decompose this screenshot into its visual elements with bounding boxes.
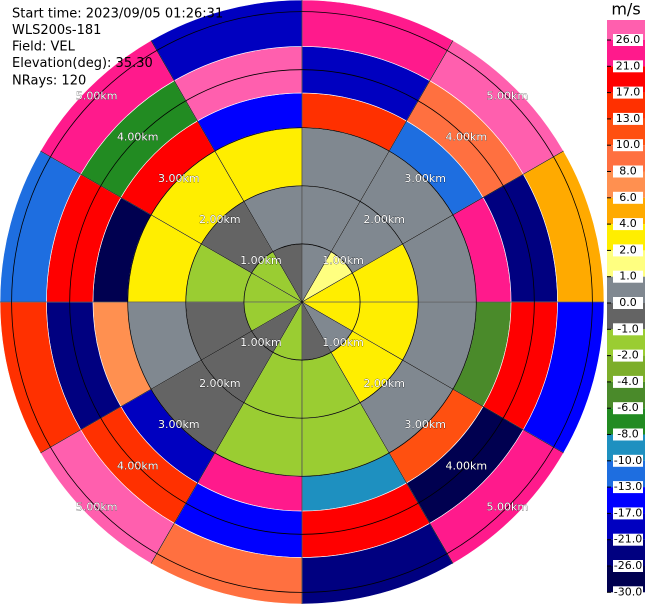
tick-bg: [613, 375, 643, 388]
range-ring: [243, 243, 361, 361]
spoke: [301, 40, 454, 303]
colorbar-tick-label: 13.0: [616, 112, 641, 125]
range-label: 2.00km: [363, 213, 405, 226]
radar-field: [0, 0, 605, 605]
range-label: 1.00km: [240, 336, 282, 349]
colorbar-tick-label: 10.0: [616, 138, 641, 151]
colorbar-title: m/s: [611, 0, 640, 19]
info-line: Elevation(deg): 35.30: [12, 56, 153, 71]
tick-bg: [613, 244, 643, 257]
tick-bg: [613, 428, 643, 441]
range-label: 3.00km: [404, 172, 446, 185]
range-label: 4.00km: [445, 459, 487, 472]
range-ring: [185, 185, 419, 419]
tick-bg: [613, 402, 643, 415]
range-label: 2.00km: [363, 377, 405, 390]
spoke: [301, 301, 454, 564]
spoke: [40, 301, 303, 454]
range-label: 1.00km: [322, 254, 364, 267]
tick-bg: [613, 218, 643, 231]
colorbar-tick-label: -8.0: [617, 428, 638, 441]
tick-bg: [613, 270, 643, 283]
tick-bg: [613, 481, 643, 494]
spoke: [150, 40, 303, 303]
colorbar-tick-label: 2.0: [619, 243, 637, 256]
range-label: 5.00km: [487, 90, 529, 103]
tick-bg: [613, 533, 643, 546]
tick-bg: [613, 34, 643, 46]
tick-bg: [613, 454, 643, 467]
tick-bg: [613, 139, 643, 152]
spoke: [301, 150, 564, 303]
range-label: 5.00km: [76, 500, 118, 513]
tick-bg: [613, 86, 643, 99]
range-labels: 1.00km 1.00km 1.00km 1.00km 2.00km 2.00km 2.00…: [76, 89, 529, 513]
colorbar-tick-label: 8.0: [619, 165, 637, 178]
range-label: 4.00km: [117, 459, 159, 472]
range-label: 1.00km: [240, 254, 282, 267]
tick-bg: [613, 112, 643, 125]
range-label: 5.00km: [487, 500, 529, 513]
tick-bg: [613, 297, 643, 309]
colorbar-tick-label: 0.0: [619, 296, 637, 309]
range-label: 3.00km: [158, 172, 200, 185]
tick-bg: [613, 507, 643, 520]
info-line: Start time: 2023/09/05 01:26:31: [12, 7, 223, 22]
tick-bg: [613, 60, 643, 73]
tick-bg: [613, 191, 643, 204]
colorbar-tick-label: -17.0: [614, 506, 642, 519]
colorbar-tick-label: -13.0: [614, 480, 642, 493]
range-label: 5.00km: [76, 90, 118, 103]
colorbar-tick-label: -21.0: [614, 533, 642, 546]
range-label: 4.00km: [117, 131, 159, 144]
spoke: [301, 301, 564, 454]
colorbar: m/s 26.0 21.0 17.0 13.0 10.0 8.0 6.0 4.0 2.0 1.0 0.…: [607, 0, 645, 599]
info-line: WLS200s-181: [12, 23, 101, 38]
range-label: 2.00km: [199, 377, 241, 390]
velocity-gate: [0, 301, 82, 454]
range-ring: [69, 69, 535, 535]
colorbar-tick-label: -4.0: [617, 375, 638, 388]
colorbar-tick-label: 1.0: [619, 270, 637, 283]
colorbar-tick-label: 21.0: [616, 59, 641, 72]
colorbar-tick-label: -6.0: [617, 401, 638, 414]
colorbar-tick-label: 26.0: [616, 33, 641, 46]
spoke: [150, 301, 303, 564]
info-block: Start time: 2023/09/05 01:26:31WLS200s-1…: [12, 7, 223, 89]
spoke: [40, 150, 303, 303]
range-label: 2.00km: [199, 213, 241, 226]
colorbar-tick-label: -1.0: [617, 322, 638, 335]
range-label: 4.00km: [445, 131, 487, 144]
tick-bg: [613, 349, 643, 362]
range-label: 3.00km: [158, 418, 200, 431]
tick-bg: [613, 165, 643, 178]
colorbar-tick-label: -2.0: [617, 349, 638, 362]
colorbar-tick-label: 4.0: [619, 217, 637, 230]
info-line: Field: VEL: [12, 40, 76, 55]
velocity-gate: [150, 0, 303, 82]
tick-bg: [613, 560, 643, 572]
tick-bg: [613, 323, 643, 336]
info-line: NRays: 120: [12, 74, 86, 89]
colorbar-tick-label: -10.0: [614, 454, 642, 467]
colorbar-tick-label: 17.0: [616, 86, 641, 99]
range-label: 1.00km: [322, 336, 364, 349]
colorbar-tick-label: -30.0: [614, 585, 642, 598]
range-ring: [11, 11, 593, 593]
colorbar-tick-label: -26.0: [614, 559, 642, 572]
range-label: 3.00km: [404, 418, 446, 431]
range-rings: [0, 0, 604, 604]
colorbar-tick-label: 6.0: [619, 191, 637, 204]
tick-bg: [613, 586, 643, 599]
range-ring: [127, 127, 477, 477]
